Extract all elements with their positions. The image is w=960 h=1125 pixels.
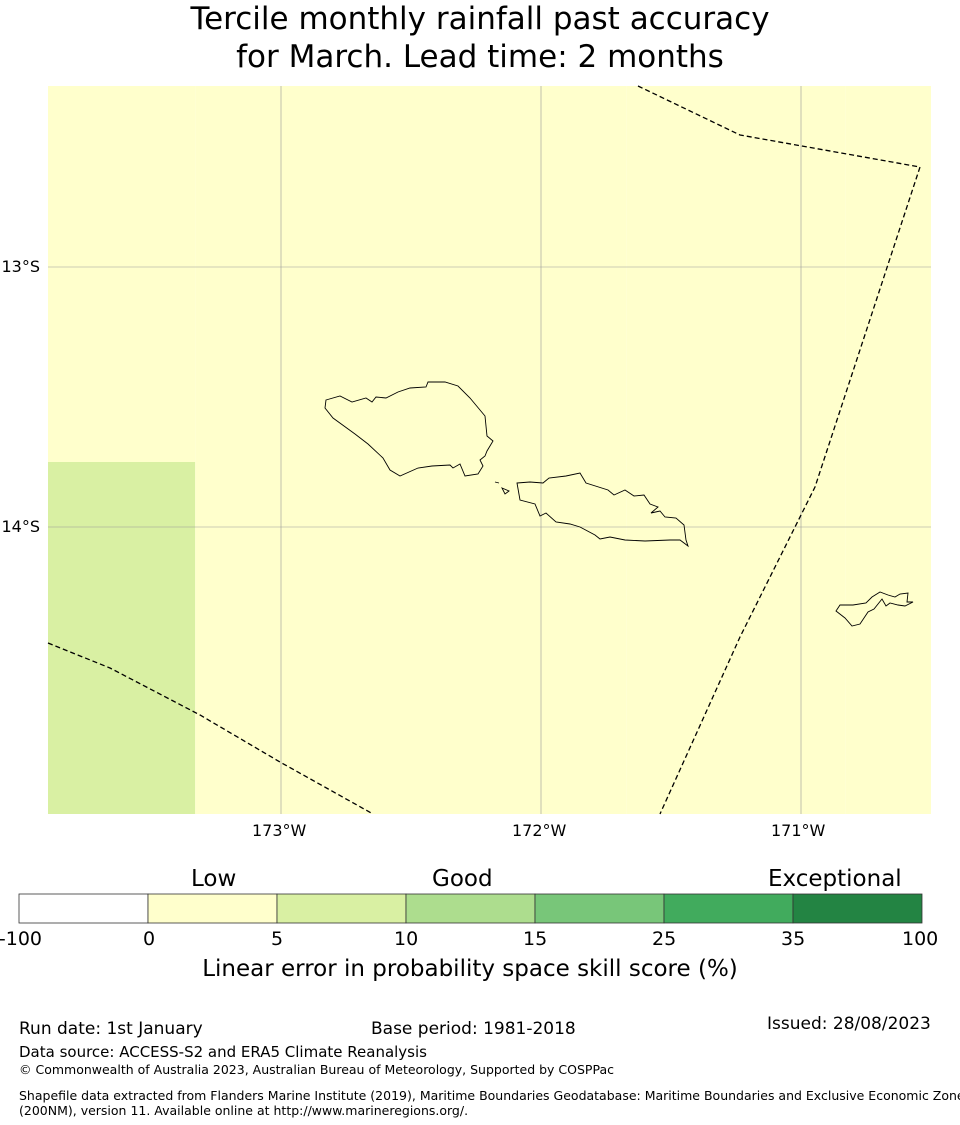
lon-label-172w: 172°W <box>512 821 567 840</box>
cbar-tick-25: 25 <box>652 928 677 950</box>
grid-cell <box>411 86 627 202</box>
colorbar-segment <box>792 893 923 924</box>
issued-date: Issued: 28/08/2023 <box>767 1014 931 1034</box>
grid-cell <box>411 592 627 722</box>
grid-cell <box>48 332 196 462</box>
skill-grid <box>48 86 931 814</box>
grid-cell <box>845 592 931 722</box>
savaii-island <box>324 381 494 477</box>
grid-cell <box>626 86 846 202</box>
colorbar-segment <box>663 893 794 924</box>
grid-cell <box>626 332 846 462</box>
legend-category-good: Good <box>432 866 493 892</box>
grid-cell <box>411 722 627 814</box>
colorbar-segment <box>405 893 536 924</box>
grid-cell <box>411 332 627 462</box>
eez-boundary-south-west <box>47 642 374 815</box>
cbar-tick-10: 10 <box>394 928 419 950</box>
grid-cell <box>626 592 846 722</box>
copyright: © Commonwealth of Australia 2023, Austra… <box>19 1062 614 1077</box>
lon-label-171w: 171°W <box>771 821 826 840</box>
upolu-island <box>516 472 689 548</box>
cbar-tick-35: 35 <box>781 928 806 950</box>
cbar-tick-15: 15 <box>523 928 548 950</box>
title-line-2: for March. Lead time: 2 months <box>236 39 724 75</box>
grid-cell <box>195 722 411 814</box>
grid-cell <box>845 332 931 462</box>
tutuila-island <box>835 591 914 627</box>
grid-cell <box>845 86 931 202</box>
base-period: Base period: 1981-2018 <box>371 1019 576 1039</box>
data-source: Data source: ACCESS-S2 and ERA5 Climate … <box>19 1043 427 1061</box>
colorbar-segment <box>147 893 278 924</box>
map-title: Tercile monthly rainfall past accuracy f… <box>0 0 960 76</box>
shapefile-credit-line-1: Shapefile data extracted from Flanders M… <box>19 1088 960 1103</box>
legend-category-low: Low <box>191 866 237 892</box>
run-date: Run date: 1st January <box>19 1019 203 1039</box>
colorbar-segment <box>276 893 407 924</box>
lat-label-13s: 13°S <box>1 257 40 276</box>
cbar-tick--100: -100 <box>0 928 42 950</box>
graticule <box>48 86 931 814</box>
grid-cell <box>48 722 196 814</box>
eez-boundary-north-east <box>637 85 921 815</box>
lat-label-14s: 14°S <box>1 517 40 536</box>
legend-category-exceptional: Exceptional <box>768 866 902 892</box>
colorbar <box>18 893 923 924</box>
grid-cell <box>48 592 196 722</box>
cbar-tick-5: 5 <box>271 928 284 950</box>
manono-island <box>501 487 510 495</box>
apolima-island <box>494 481 500 484</box>
grid-cell <box>195 332 411 462</box>
grid-cell <box>195 592 411 722</box>
grid-cell <box>626 722 846 814</box>
shapefile-credit-line-2: (200NM), version 11. Available online at… <box>19 1103 469 1118</box>
grid-cell <box>845 722 931 814</box>
colorbar-segment <box>534 893 665 924</box>
colorbar-title: Linear error in probability space skill … <box>202 956 738 982</box>
title-line-1: Tercile monthly rainfall past accuracy <box>190 1 770 37</box>
lon-label-173w: 173°W <box>252 821 307 840</box>
cbar-tick-100: 100 <box>902 928 939 950</box>
cbar-tick-0: 0 <box>143 928 156 950</box>
grid-cell <box>48 86 196 202</box>
colorbar-segment <box>18 893 149 924</box>
grid-cell <box>195 86 411 202</box>
